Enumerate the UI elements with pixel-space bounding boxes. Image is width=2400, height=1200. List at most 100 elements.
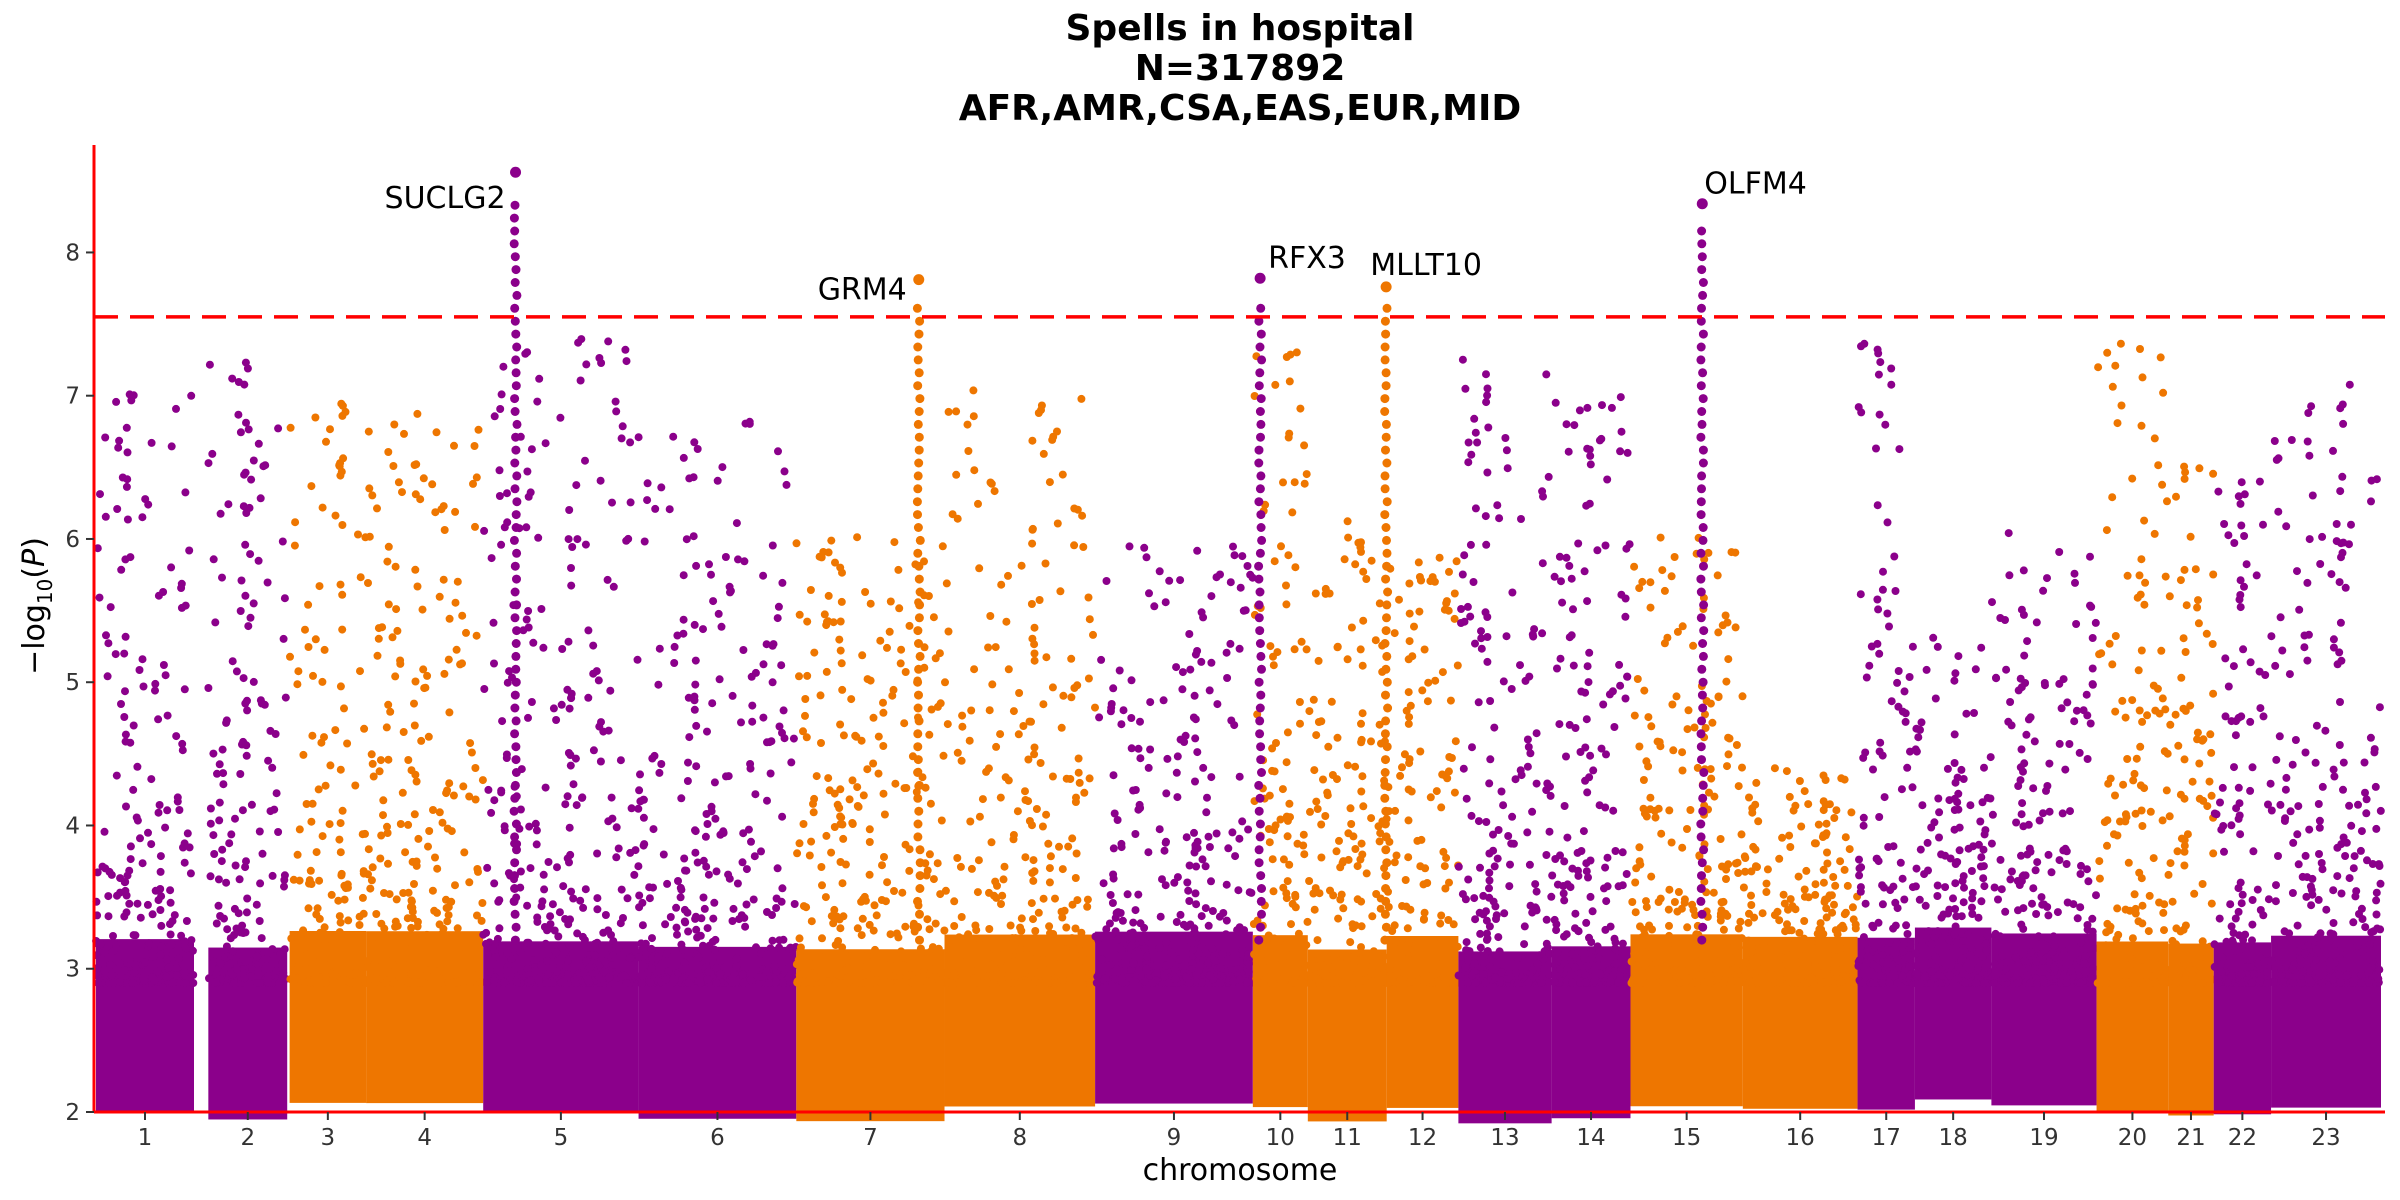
chromosome-12-band <box>1386 936 1459 1108</box>
snp-point <box>579 968 588 977</box>
snp-point <box>294 667 303 676</box>
snp-point <box>1951 879 1960 888</box>
snp-point <box>1160 846 1169 855</box>
snp-point <box>2022 730 2031 739</box>
snp-point <box>768 911 776 919</box>
snp-point <box>1912 747 1921 756</box>
snp-point <box>1520 922 1529 931</box>
snp-point <box>1483 384 1492 393</box>
snp-point <box>996 730 1005 739</box>
snp-point <box>705 560 713 569</box>
snp-point <box>478 776 487 785</box>
snp-point <box>336 471 345 480</box>
snp-point <box>96 490 104 499</box>
snp-point <box>897 645 906 654</box>
snp-point <box>503 518 512 527</box>
snp-point <box>955 933 964 942</box>
snp-point <box>2180 847 2189 856</box>
snp-point <box>2088 680 2097 689</box>
snp-point <box>2014 782 2023 790</box>
snp-point <box>1142 553 1151 562</box>
snp-point <box>1647 965 1656 973</box>
snp-point <box>121 737 130 746</box>
snp-point <box>1524 743 1533 751</box>
snp-point <box>181 979 190 988</box>
snp-point <box>1583 662 1592 671</box>
snp-point <box>526 488 535 497</box>
snp-point <box>1978 952 1987 961</box>
snp-point <box>1182 833 1191 842</box>
snp-point <box>2160 900 2169 909</box>
snp-point <box>430 906 439 915</box>
snp-point <box>1070 961 1079 969</box>
snp-point <box>1279 855 1288 864</box>
snp-point <box>1396 975 1405 984</box>
snp-point <box>874 769 883 778</box>
snp-point <box>859 791 868 800</box>
snp-point <box>1113 935 1122 944</box>
snp-point <box>982 767 991 776</box>
snp-point <box>1150 602 1159 611</box>
snp-point <box>772 904 781 912</box>
snp-point <box>122 802 130 811</box>
snp-point <box>216 509 225 518</box>
snp-point <box>1560 958 1569 967</box>
snp-point <box>521 349 530 358</box>
snp-point <box>1283 728 1292 737</box>
snp-point <box>1356 543 1365 552</box>
snp-point <box>1806 973 1815 982</box>
snp-point <box>1777 953 1786 962</box>
snp-point <box>1222 880 1231 889</box>
snp-point <box>1511 775 1520 784</box>
snp-point <box>1855 864 1864 873</box>
snp-point <box>389 462 398 470</box>
chromosome-21-points <box>2164 462 2218 1116</box>
snp-point <box>992 742 1001 751</box>
snp-point <box>166 886 175 895</box>
snp-point <box>839 912 848 921</box>
snp-point <box>2151 706 2160 715</box>
snp-point <box>1191 715 1200 724</box>
snp-point <box>565 823 574 832</box>
snp-point <box>1987 839 1996 848</box>
snp-point <box>1757 979 1766 987</box>
snp-point <box>2110 958 2119 967</box>
snp-point <box>148 910 157 919</box>
snp-point <box>680 917 689 926</box>
snp-point <box>684 758 692 767</box>
snp-point <box>1291 892 1300 901</box>
snp-point <box>546 920 555 929</box>
snp-point <box>309 671 317 680</box>
snp-point <box>1442 599 1451 608</box>
snp-point <box>712 963 721 972</box>
snp-point <box>180 858 189 867</box>
snp-point <box>173 797 182 806</box>
snp-point <box>724 870 733 879</box>
snp-point <box>1457 605 1466 613</box>
snp-point <box>1106 891 1115 899</box>
snp-point <box>289 976 298 985</box>
snp-point <box>830 905 839 914</box>
snp-point <box>231 814 239 823</box>
snp-point <box>1367 556 1376 565</box>
snp-point <box>338 625 347 634</box>
snp-point <box>1621 612 1630 621</box>
snp-point <box>670 659 679 667</box>
snp-point <box>1988 973 1997 981</box>
snp-point <box>612 407 621 416</box>
snp-point <box>1148 979 1157 987</box>
snp-point <box>883 643 891 652</box>
snp-point <box>1814 820 1823 829</box>
snp-point <box>505 967 514 975</box>
snp-point <box>470 442 479 450</box>
snp-point <box>1800 934 1808 943</box>
snp-point <box>2130 769 2139 778</box>
snp-point <box>611 397 620 406</box>
snp-point <box>456 660 465 669</box>
snp-point <box>1353 895 1362 904</box>
snp-point <box>1712 957 1721 966</box>
snp-point <box>690 696 699 705</box>
snp-point <box>879 698 887 707</box>
snp-point <box>1912 864 1921 873</box>
snp-point <box>252 900 261 909</box>
